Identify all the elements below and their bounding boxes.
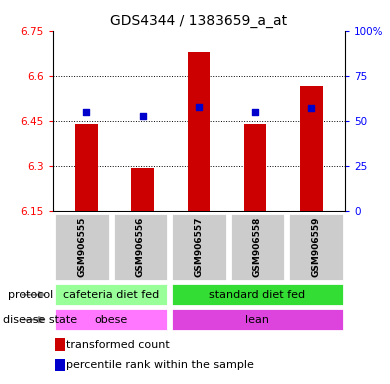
Bar — [288, 213, 344, 281]
Point — [196, 103, 202, 109]
Text: lean: lean — [245, 314, 269, 325]
Text: protocol: protocol — [8, 290, 53, 300]
Text: transformed count: transformed count — [66, 339, 170, 349]
Bar — [113, 213, 168, 281]
Point — [308, 105, 314, 111]
Point — [140, 113, 146, 119]
Bar — [55, 338, 65, 351]
Text: cafeteria diet fed: cafeteria diet fed — [63, 290, 159, 300]
Bar — [131, 167, 154, 211]
Point — [83, 109, 90, 115]
Bar — [171, 213, 227, 281]
Text: obese: obese — [94, 314, 128, 325]
Text: GSM906556: GSM906556 — [136, 217, 145, 277]
Bar — [244, 124, 266, 211]
Bar — [171, 283, 344, 306]
Text: standard diet fed: standard diet fed — [209, 290, 305, 300]
Bar — [188, 52, 210, 211]
Bar — [54, 213, 110, 281]
Text: percentile rank within the sample: percentile rank within the sample — [66, 360, 254, 370]
Bar — [171, 308, 344, 331]
Bar — [55, 359, 65, 371]
Bar — [54, 283, 168, 306]
Title: GDS4344 / 1383659_a_at: GDS4344 / 1383659_a_at — [110, 14, 287, 28]
Bar — [54, 308, 168, 331]
Point — [252, 109, 258, 115]
Text: GSM906558: GSM906558 — [253, 217, 262, 277]
Bar — [75, 124, 98, 211]
Bar — [300, 86, 323, 211]
Text: GSM906557: GSM906557 — [194, 217, 204, 277]
Text: GSM906555: GSM906555 — [77, 217, 87, 277]
Text: GSM906559: GSM906559 — [311, 217, 321, 277]
Bar — [230, 213, 285, 281]
Text: disease state: disease state — [3, 314, 77, 325]
